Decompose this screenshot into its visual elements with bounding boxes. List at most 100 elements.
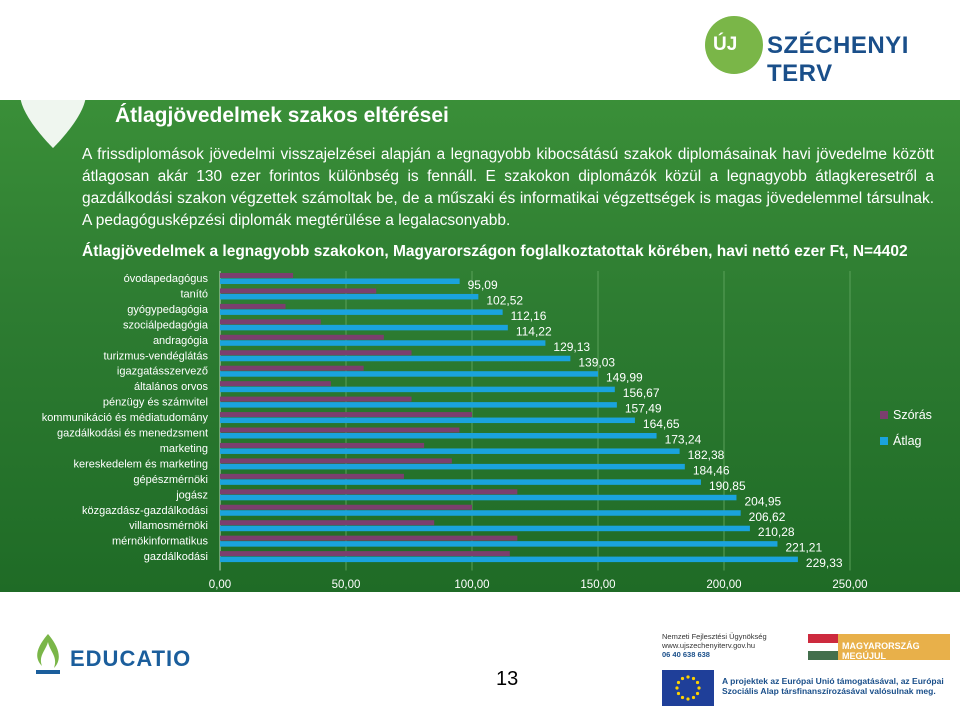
eu-star: [691, 695, 696, 700]
value-label: 114,22: [516, 324, 552, 338]
category-label: általános orvos: [134, 381, 208, 393]
eu-star: [680, 676, 685, 681]
bar-atlag: [220, 402, 617, 408]
value-label: 204,95: [744, 494, 781, 508]
value-label: 139,03: [578, 355, 615, 369]
eu-star: [680, 695, 685, 700]
bar-szoras: [220, 273, 294, 278]
category-label: pénzügy és számvitel: [103, 397, 208, 409]
eu-star: [695, 680, 700, 685]
slide-paragraph: A frissdiplomások jövedelmi visszajelzés…: [82, 146, 934, 229]
bar-szoras: [220, 551, 510, 557]
bar-atlag: [220, 355, 571, 362]
legend-label: Szórás: [893, 408, 932, 422]
bar-szoras: [220, 350, 412, 356]
category-label: andragógia: [153, 335, 209, 347]
value-label: 229,33: [806, 556, 843, 570]
bar-atlag: [220, 494, 737, 501]
bar-szoras: [220, 442, 425, 448]
bar-szoras: [220, 412, 472, 418]
eu-star: [695, 691, 700, 696]
value-label: 206,62: [749, 510, 786, 524]
x-tick-label: 50,00: [332, 579, 361, 591]
chart-bars: [220, 273, 798, 563]
category-label: villamosmérnöki: [129, 520, 208, 532]
category-label: tanító: [180, 288, 208, 300]
eu-star: [676, 680, 681, 685]
bar-szoras: [220, 427, 460, 433]
bar-atlag: [220, 309, 503, 315]
x-tick-label: 100,00: [454, 579, 489, 591]
bar-szoras: [220, 473, 404, 479]
bar-atlag: [220, 324, 508, 331]
income-bar-chart: óvodapedagógus tanító gyógypedagógia szociá…: [42, 271, 932, 591]
eu-funding-text: A projektek az Európai Unió támogatásáva…: [722, 676, 944, 696]
category-label: szociálpedagógia: [123, 319, 209, 331]
eu-star: [697, 686, 701, 690]
magyarorszag-megujul-banner: MAGYARORSZÁG MEGÚJUL: [808, 634, 950, 661]
value-label: 184,46: [693, 463, 730, 477]
value-label: 129,13: [553, 340, 590, 354]
nfu-info: Nemzeti Fejlesztési Ügynökség www.ujszec…: [662, 632, 802, 659]
bar-szoras: [220, 504, 472, 510]
x-tick-label: 200,00: [706, 579, 741, 591]
bar-atlag: [220, 541, 778, 547]
x-tick-labels: 0,00 50,00 100,00 150,00 200,00 250,00: [209, 579, 868, 591]
bar-atlag: [220, 448, 680, 454]
category-label: turizmus-vendéglátás: [103, 350, 208, 362]
bar-szoras: [220, 535, 518, 541]
category-label: kereskedelem és marketing: [73, 458, 208, 470]
bar-szoras: [220, 319, 321, 325]
x-tick-label: 150,00: [580, 579, 615, 591]
value-label: 164,65: [643, 417, 680, 431]
value-label: 102,52: [486, 293, 523, 307]
category-label: közgazdász-gazdálkodási: [82, 505, 208, 517]
legend-label: Átlag: [893, 433, 922, 448]
eu-star: [691, 676, 696, 681]
eu-flag-icon: [662, 670, 714, 706]
educatio-wordmark: EDUCATIO: [70, 646, 192, 671]
bar-atlag: [220, 278, 460, 284]
value-label: 190,85: [709, 479, 746, 493]
nfu-phone: 06 40 638 638: [662, 650, 710, 659]
logo-prefix: ÚJ: [713, 34, 738, 55]
category-label: gazdálkodási és menedzsment: [57, 428, 208, 440]
eu-star: [686, 697, 690, 701]
value-label: 149,99: [606, 371, 643, 385]
value-label: 157,49: [625, 402, 662, 416]
category-label: kommunikáció és médiatudomány: [42, 412, 209, 424]
x-tick-label: 250,00: [832, 579, 867, 591]
bar-szoras: [220, 458, 452, 464]
eu-star: [686, 675, 690, 679]
x-tick-label: 0,00: [209, 579, 231, 591]
category-labels: óvodapedagógus tanító gyógypedagógia szociá…: [42, 273, 209, 563]
bar-atlag: [220, 525, 750, 532]
nfu-name: Nemzeti Fejlesztési Ügynökség: [662, 632, 767, 641]
logo-brand-name: SZÉCHENYI TERV: [767, 32, 909, 87]
legend-swatch: [880, 437, 888, 445]
bar-atlag: [220, 556, 798, 563]
category-label: gyógypedagógia: [127, 304, 209, 316]
szechenyi-terv-logo: ÚJ SZÉCHENYI TERV: [705, 16, 945, 87]
hungarian-flag-icon: [808, 634, 838, 660]
bar-szoras: [220, 489, 518, 495]
bar-atlag: [220, 479, 701, 485]
category-label: mérnökinformatikus: [112, 536, 208, 548]
bar-szoras: [220, 396, 412, 402]
bar-szoras: [220, 365, 364, 371]
green-content-gradient: [0, 100, 960, 592]
category-label: gazdálkodási: [144, 551, 208, 563]
value-label: 182,38: [688, 448, 725, 462]
value-label: 112,16: [511, 309, 547, 323]
bar-szoras: [220, 288, 377, 294]
bar-szoras: [220, 381, 331, 387]
category-label: óvodapedagógus: [124, 273, 209, 285]
bar-atlag: [220, 417, 635, 424]
chart-legend: Szórás Átlag: [880, 408, 932, 448]
educatio-logo: EDUCATIO: [28, 632, 208, 682]
value-label: 210,28: [758, 525, 795, 539]
slide-title: Átlagjövedelmek szakos eltérései: [115, 104, 449, 127]
banner-text: MAGYARORSZÁG MEGÚJUL: [842, 641, 920, 661]
bar-szoras: [220, 520, 435, 526]
